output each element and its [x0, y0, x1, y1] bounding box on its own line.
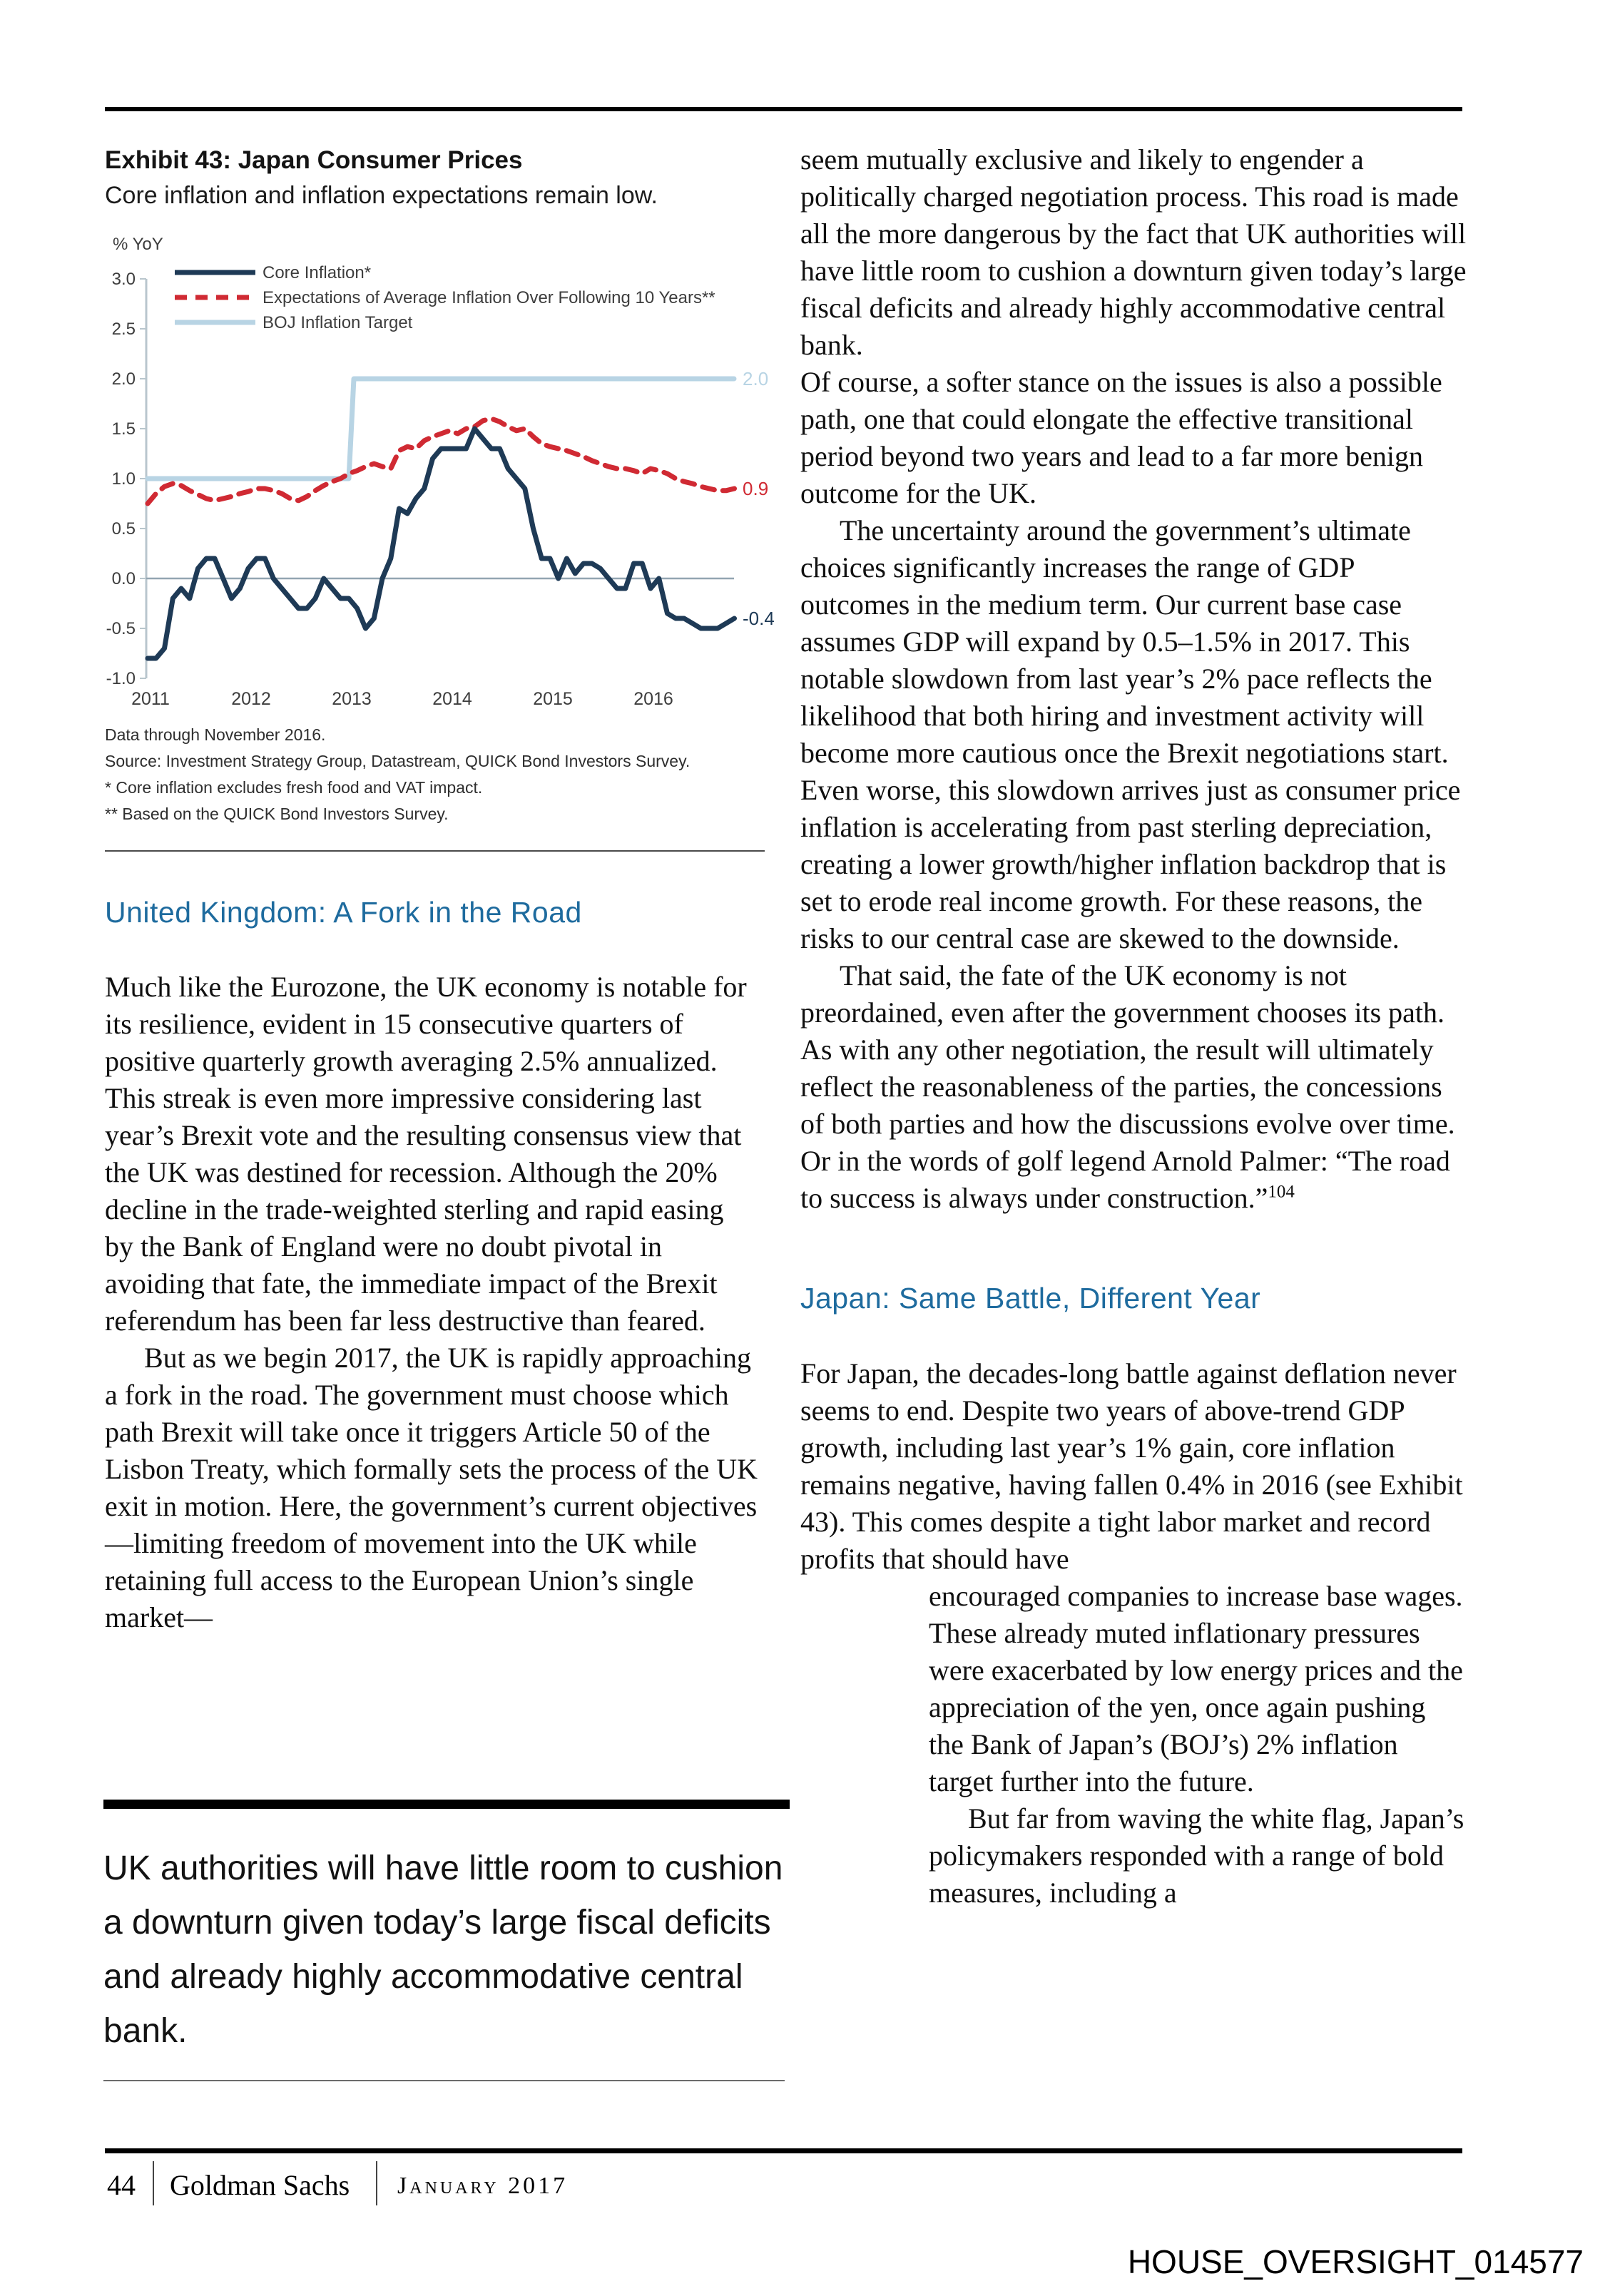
- y-tick-label: -0.5: [106, 619, 136, 638]
- y-tick-label: 2.0: [112, 369, 136, 389]
- legend-label: Core Inflation*: [263, 263, 371, 282]
- footnote-ref-104: 104: [1268, 1182, 1295, 1202]
- footer-date: January 2017: [397, 2173, 569, 2199]
- footer-brand: Goldman Sachs: [170, 2169, 350, 2201]
- page-number: 44: [107, 2169, 136, 2201]
- document-id-watermark: HOUSE_OVERSIGHT_014577: [1127, 2243, 1584, 2280]
- japan-paragraph-1-continued: encouraged companies to increase base wa…: [929, 1580, 1463, 1797]
- japan-paragraph-1: For Japan, the decades-long battle again…: [800, 1357, 1463, 1575]
- uk-paragraph-6: That said, the fate of the UK economy is…: [800, 957, 1467, 1217]
- uk-paragraph-2: But as we begin 2017, the UK is rapidly …: [105, 1342, 758, 1633]
- exhibit-divider: [105, 850, 765, 852]
- exhibit-title: Exhibit 43: Japan Consumer Prices: [105, 146, 523, 174]
- y-tick-label: 3.0: [112, 270, 136, 289]
- uk-section-heading: United Kingdom: A Fork in the Road: [105, 896, 582, 929]
- note-core-definition: * Core inflation excludes fresh food and…: [105, 778, 483, 797]
- y-tick-label: 2.5: [112, 320, 136, 339]
- boj-inflation-target-line: [145, 376, 737, 481]
- uk-paragraph-4: Of course, a softer stance on the issues…: [800, 366, 1442, 509]
- japan-consumer-prices-chart: % YoY 3.0 2.5 2.0 1.5 1.0 0.5 0.0 -0.5 -1.0 2011 20…: [100, 228, 785, 720]
- japan-paragraph-2: But far from waving the white flag, Japa…: [929, 1802, 1464, 1909]
- note-survey: ** Based on the QUICK Bond Investors Sur…: [105, 805, 449, 823]
- top-rule: [105, 107, 1462, 111]
- legend-label: Expectations of Average Inflation Over F…: [263, 288, 715, 307]
- x-tick-label: 2013: [332, 689, 372, 709]
- pull-quote: UK authorities will have little room to …: [103, 1800, 790, 2081]
- left-column: Much like the Eurozone, the UK economy i…: [105, 969, 758, 1636]
- series-end-label: 2.0: [743, 368, 768, 389]
- right-column: seem mutually exclusive and likely to en…: [800, 141, 1467, 1912]
- series-end-label: 0.9: [743, 478, 768, 499]
- footer-separator: [153, 2161, 154, 2205]
- y-tick-label: 1.5: [112, 419, 136, 439]
- y-axis-unit-label: % YoY: [113, 235, 163, 254]
- y-tick-label: 0.5: [112, 519, 136, 539]
- uk-paragraph-3: seem mutually exclusive and likely to en…: [800, 143, 1467, 361]
- y-axis: 3.0 2.5 2.0 1.5 1.0 0.5 0.0 -0.5 -1.0: [106, 270, 148, 688]
- japan-section-heading: Japan: Same Battle, Different Year: [800, 1282, 1261, 1315]
- uk-paragraph-6-text: That said, the fate of the UK economy is…: [800, 959, 1455, 1214]
- uk-paragraph-1: Much like the Eurozone, the UK economy i…: [105, 971, 747, 1337]
- x-tick-label: 2016: [633, 689, 673, 709]
- chart-notes: Data through November 2016. Source: Inve…: [105, 722, 768, 827]
- pull-quote-text: UK authorities will have little room to …: [103, 1849, 783, 2050]
- pull-quote-top-bar: [103, 1800, 790, 1809]
- footer-separator: [376, 2161, 377, 2205]
- pull-quote-bottom-rule: [103, 2080, 785, 2081]
- x-tick-label: 2015: [533, 689, 573, 709]
- chart-legend: Core Inflation* Expectations of Average I…: [175, 263, 715, 332]
- exhibit-header: Exhibit 43: Japan Consumer Prices Core i…: [105, 146, 790, 210]
- y-tick-label: -1.0: [106, 669, 136, 688]
- x-axis: 2011 2012 2013 2014 2015 2016: [131, 689, 673, 709]
- y-tick-label: 0.0: [112, 569, 136, 588]
- exhibit-subtitle: Core inflation and inflation expectation…: [105, 182, 658, 209]
- footer-rule: [105, 2148, 1462, 2153]
- legend-label: BOJ Inflation Target: [263, 313, 413, 332]
- uk-paragraph-5: The uncertainty around the government’s …: [800, 514, 1461, 954]
- note-source: Source: Investment Strategy Group, Datas…: [105, 752, 691, 770]
- x-tick-label: 2011: [131, 689, 170, 709]
- x-tick-label: 2014: [432, 689, 472, 709]
- series-end-label: -0.4: [743, 608, 775, 629]
- y-tick-label: 1.0: [112, 469, 136, 489]
- core-inflation-line: [145, 426, 737, 661]
- x-tick-label: 2012: [231, 689, 271, 709]
- expectations-of-average-inflation-over-following-10-years-line: [145, 416, 737, 506]
- note-data-through: Data through November 2016.: [105, 725, 326, 744]
